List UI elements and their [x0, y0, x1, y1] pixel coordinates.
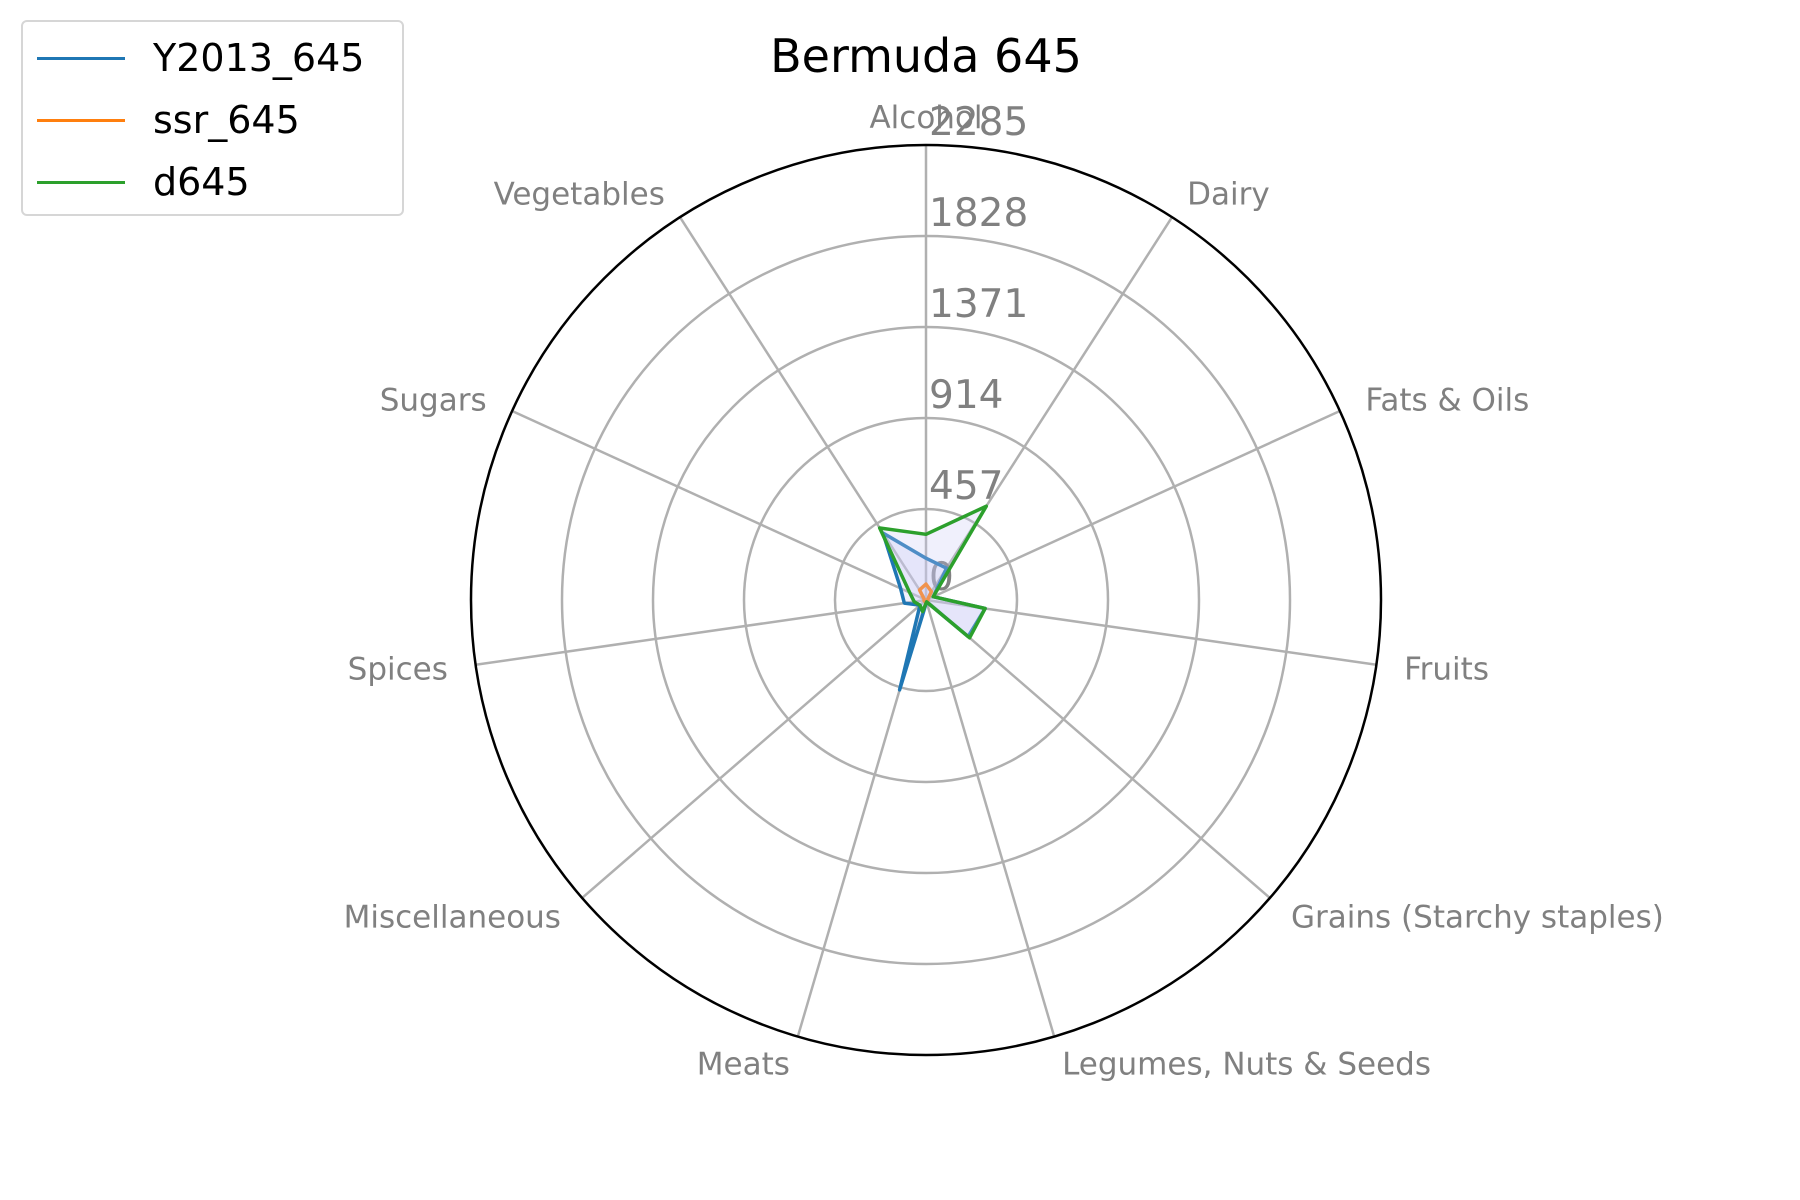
radial-tick-label: 2285	[929, 100, 1028, 145]
radial-tick-label: 1371	[929, 282, 1028, 327]
spoke-legumes-nuts-seeds	[924, 599, 1056, 1037]
spoke-fats-oils	[925, 409, 1341, 602]
category-label-alcohol: Alcohol	[869, 100, 982, 136]
category-label-dairy: Dairy	[1187, 177, 1270, 213]
series-fill-y2013-645	[882, 533, 986, 690]
radar-grid	[475, 145, 1377, 1037]
category-label-fruits: Fruits	[1404, 652, 1489, 688]
legend-label-d645: d645	[153, 160, 250, 204]
spoke-grains-starchy-staples	[925, 599, 1271, 899]
category-label-vegetables: Vegetables	[494, 177, 665, 213]
legend-swatch-y2013	[37, 56, 125, 60]
spoke-sugars	[511, 409, 927, 602]
series-line-d645	[877, 504, 989, 640]
radial-tick-label: 1828	[929, 191, 1028, 236]
radial-tick-label: 457	[929, 464, 1003, 509]
chart-title: Bermuda 645	[770, 29, 1082, 83]
spoke-fruits	[925, 598, 1377, 666]
category-label-legumes-nuts-seeds: Legumes, Nuts & Seeds	[1062, 1046, 1431, 1082]
spoke-spices	[475, 598, 927, 666]
category-label-miscellaneous: Miscellaneous	[344, 899, 561, 935]
category-label-sugars: Sugars	[380, 382, 487, 418]
legend-item-ssr: ssr_645	[37, 98, 300, 142]
legend-item-d645: d645	[37, 160, 250, 204]
legend-item-y2013: Y2013_645	[37, 36, 365, 80]
radial-tick-label: 914	[929, 373, 1003, 418]
legend-label-y2013: Y2013_645	[153, 36, 365, 80]
spoke-miscellaneous	[581, 599, 927, 899]
category-label-fats-oils: Fats & Oils	[1365, 382, 1529, 418]
category-label-meats: Meats	[697, 1046, 790, 1082]
category-label-grains-starchy-staples: Grains (Starchy staples)	[1291, 899, 1664, 935]
series-fill-d645	[879, 506, 987, 638]
legend: Y2013_645 ssr_645 d645	[21, 20, 404, 216]
outer-ring	[469, 143, 1383, 1057]
legend-label-ssr: ssr_645	[153, 98, 300, 142]
radar-series	[877, 504, 989, 692]
legend-swatch-ssr	[37, 118, 125, 122]
category-labels: Alcohol Dairy Fats & Oils Fruits Grains (Sta…	[344, 100, 1664, 1082]
category-label-spices: Spices	[348, 652, 448, 688]
legend-swatch-d645	[37, 180, 125, 184]
